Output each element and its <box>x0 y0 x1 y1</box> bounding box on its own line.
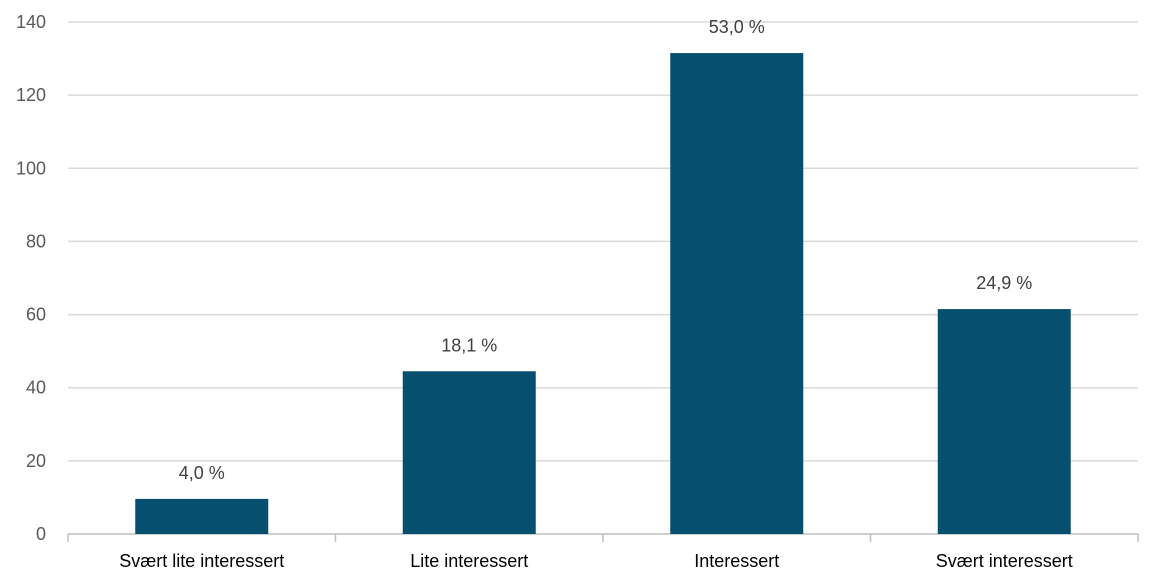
y-tick-label: 60 <box>26 305 46 325</box>
category-labels: Svært lite interessert Lite interessert In… <box>119 551 1073 571</box>
data-label: 18,1 % <box>441 335 497 355</box>
y-tick-label: 80 <box>26 231 46 251</box>
y-tick-label: 100 <box>16 158 46 178</box>
data-label: 4,0 % <box>179 463 225 483</box>
bar <box>402 371 536 534</box>
category-label: Lite interessert <box>410 551 528 571</box>
y-axis-ticks: 0 20 40 60 80 100 120 140 <box>16 12 46 544</box>
data-labels: 4,0 % 18,1 % 53,0 % 24,9 % <box>179 17 1033 483</box>
y-tick-label: 140 <box>16 12 46 32</box>
category-label: Interessert <box>694 551 779 571</box>
gridlines <box>68 21 1138 462</box>
bar <box>135 498 269 534</box>
category-label: Svært lite interessert <box>119 551 284 571</box>
bars <box>135 53 1071 534</box>
y-tick-label: 40 <box>26 378 46 398</box>
category-label: Svært interessert <box>936 551 1073 571</box>
bar <box>937 309 1071 534</box>
y-tick-label: 20 <box>26 451 46 471</box>
data-label: 24,9 % <box>976 273 1032 293</box>
y-tick-label: 120 <box>16 85 46 105</box>
y-tick-label: 0 <box>36 524 46 544</box>
bar <box>670 53 804 534</box>
x-axis <box>67 533 1139 542</box>
data-label: 53,0 % <box>709 17 765 37</box>
